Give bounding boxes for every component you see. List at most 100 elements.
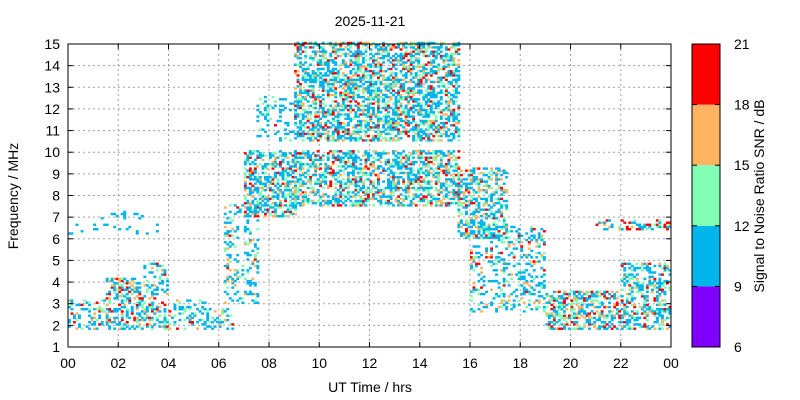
heatmap-cell <box>128 297 132 300</box>
heatmap-cell <box>389 191 393 194</box>
heatmap-cell <box>583 325 586 328</box>
heatmap-cell <box>243 158 247 162</box>
heatmap-cell <box>331 130 335 133</box>
heatmap-cell <box>465 210 468 214</box>
heatmap-cell <box>223 206 227 209</box>
heatmap-cell <box>409 182 413 185</box>
heatmap-cell <box>316 139 320 142</box>
heatmap-cell <box>432 156 436 159</box>
heatmap-cell <box>530 292 534 296</box>
heatmap-cell <box>354 165 358 168</box>
heatmap-cell <box>336 48 340 51</box>
heatmap-cell <box>563 292 566 296</box>
heatmap-cell <box>422 195 426 198</box>
heatmap-cell <box>510 225 514 229</box>
heatmap-cell <box>588 321 591 324</box>
heatmap-cell <box>399 93 403 97</box>
heatmap-cell <box>339 156 343 159</box>
heatmap-cell <box>417 180 421 183</box>
heatmap-cell <box>304 152 308 155</box>
heatmap-cell <box>382 130 385 133</box>
heatmap-cell <box>452 202 456 205</box>
heatmap-cell <box>334 182 338 185</box>
heatmap-cell <box>331 83 335 86</box>
heatmap-cell <box>286 163 290 166</box>
heatmap-cell <box>253 258 257 261</box>
heatmap-cell <box>341 186 345 190</box>
heatmap-cell <box>389 163 393 166</box>
heatmap-cell <box>593 299 596 302</box>
heatmap-cell <box>289 191 292 194</box>
heatmap-cell <box>296 180 300 183</box>
heatmap-cell <box>284 156 287 159</box>
heatmap-cell <box>296 197 300 201</box>
heatmap-cell <box>296 126 300 129</box>
heatmap-cell <box>301 70 305 73</box>
heatmap-cell <box>311 85 315 88</box>
heatmap-cell <box>502 225 506 229</box>
heatmap-cell <box>238 297 242 300</box>
heatmap-cell <box>359 63 363 66</box>
heatmap-cell <box>356 89 360 92</box>
heatmap-cell <box>256 150 260 153</box>
heatmap-cell <box>593 305 596 309</box>
heatmap-cell <box>502 258 506 261</box>
heatmap-cell <box>334 76 338 79</box>
heatmap-cell <box>414 173 418 177</box>
heatmap-cell <box>427 163 431 166</box>
heatmap-cell <box>138 292 142 296</box>
heatmap-cell <box>331 137 335 140</box>
heatmap-cell <box>404 165 408 168</box>
heatmap-cell <box>505 199 509 203</box>
heatmap-cell <box>354 167 358 170</box>
heatmap-cell <box>394 184 398 188</box>
heatmap-cell <box>454 195 458 198</box>
heatmap-cell <box>331 176 335 179</box>
heatmap-cell <box>341 91 345 94</box>
heatmap-cell <box>311 126 315 129</box>
heatmap-cell <box>399 72 403 75</box>
heatmap-cell <box>447 178 451 181</box>
heatmap-cell <box>246 169 250 172</box>
heatmap-cell <box>394 189 398 192</box>
heatmap-cell <box>452 59 456 62</box>
heatmap-cell <box>123 305 127 309</box>
heatmap-cell <box>341 169 345 172</box>
heatmap-cell <box>648 225 652 229</box>
heatmap-cell <box>477 262 481 265</box>
heatmap-cell <box>492 279 496 283</box>
heatmap-cell <box>135 308 139 311</box>
heatmap-cell <box>442 126 446 129</box>
heatmap-cell <box>384 54 388 58</box>
heatmap-cell <box>243 197 247 201</box>
heatmap-cell <box>432 150 436 153</box>
heatmap-cell <box>444 91 448 94</box>
heatmap-cell <box>341 202 345 205</box>
heatmap-cell <box>108 325 112 328</box>
heatmap-cell <box>211 327 215 330</box>
heatmap-cell <box>444 182 448 185</box>
heatmap-cell <box>334 87 338 90</box>
heatmap-cell <box>379 83 383 86</box>
heatmap-cell <box>364 108 368 112</box>
heatmap-cell <box>331 134 335 138</box>
heatmap-cell <box>105 316 109 320</box>
heatmap-cell <box>389 46 393 49</box>
heatmap-cell <box>226 253 230 257</box>
heatmap-cell <box>402 41 406 45</box>
heatmap-cell <box>155 316 159 320</box>
heatmap-cell <box>515 295 519 298</box>
heatmap-cell <box>261 113 265 116</box>
heatmap-cell <box>301 67 305 71</box>
heatmap-cell <box>625 297 629 300</box>
heatmap-cell <box>444 171 448 175</box>
heatmap-cell <box>449 197 453 201</box>
heatmap-cell <box>384 139 388 142</box>
heatmap-cell <box>346 93 350 97</box>
heatmap-cell <box>351 195 355 198</box>
heatmap-cell <box>419 78 423 81</box>
heatmap-cell <box>427 128 431 131</box>
heatmap-cell <box>274 163 277 166</box>
heatmap-cell <box>434 104 438 107</box>
heatmap-cell <box>452 95 456 99</box>
